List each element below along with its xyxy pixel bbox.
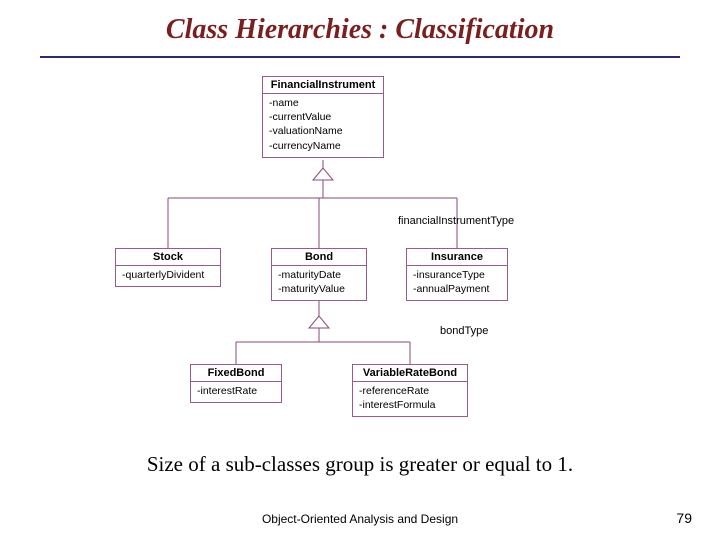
title-underline [40,56,680,58]
label-financial-instrument-type: financialInstrumentType [398,215,514,227]
class-attr: quarterlyDivident [122,268,214,282]
class-attr: currentValue [269,110,377,124]
class-attr: maturityDate [278,268,360,282]
class-attr: currencyName [269,139,377,153]
class-attrs: quarterlyDivident [116,266,220,286]
class-attrs: maturityDatematurityValue [272,266,366,300]
label-bond-type: bondType [440,325,488,337]
class-name: FinancialInstrument [263,77,383,94]
class-attrs: interestRate [191,382,281,402]
class-attr: referenceRate [359,384,461,398]
page-number: 79 [676,510,692,526]
caption-text: Size of a sub-classes group is greater o… [0,452,720,477]
class-attr: name [269,96,377,110]
class-stock: Stock quarterlyDivident [115,248,221,287]
class-bond: Bond maturityDatematurityValue [271,248,367,301]
class-attrs: namecurrentValuevaluationNamecurrencyNam… [263,94,383,157]
uml-diagram: FinancialInstrument namecurrentValuevalu… [0,70,720,440]
class-name: Insurance [407,249,507,266]
class-name: FixedBond [191,365,281,382]
class-variable-rate-bond: VariableRateBond referenceRateinterestFo… [352,364,468,417]
class-attrs: insuranceTypeannualPayment [407,266,507,300]
class-attr: interestRate [197,384,275,398]
class-attrs: referenceRateinterestFormula [353,382,467,416]
class-financial-instrument: FinancialInstrument namecurrentValuevalu… [262,76,384,158]
class-name: Stock [116,249,220,266]
class-attr: insuranceType [413,268,501,282]
class-name: Bond [272,249,366,266]
slide-title: Class Hierarchies : Classification [0,0,720,46]
class-name: VariableRateBond [353,365,467,382]
class-attr: annualPayment [413,282,501,296]
class-attr: interestFormula [359,398,461,412]
class-attr: valuationName [269,124,377,138]
class-fixed-bond: FixedBond interestRate [190,364,282,403]
footer-text: Object-Oriented Analysis and Design [0,512,720,526]
class-attr: maturityValue [278,282,360,296]
class-insurance: Insurance insuranceTypeannualPayment [406,248,508,301]
